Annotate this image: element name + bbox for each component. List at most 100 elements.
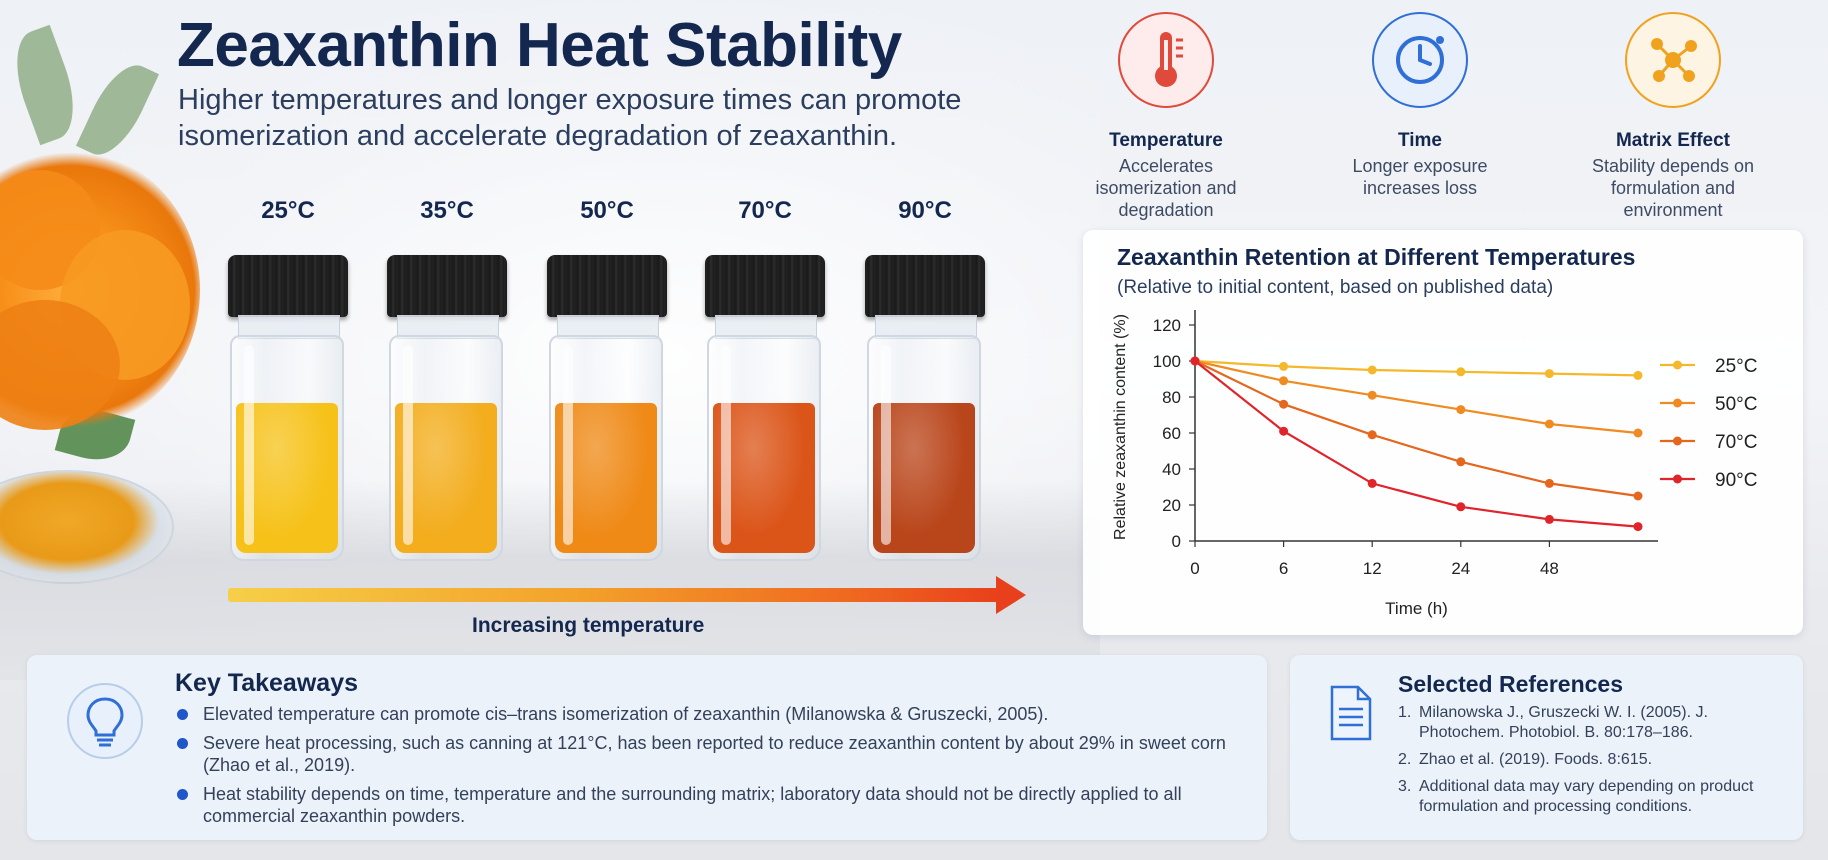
- y-tick-label: 120: [1153, 316, 1181, 335]
- data-point: [1544, 369, 1554, 379]
- factor-temperature: Temperature Accelerates isomerization an…: [1066, 12, 1266, 221]
- reference-item: 3. Additional data may vary depending on …: [1398, 777, 1788, 817]
- data-point: [1544, 478, 1554, 488]
- thermometer-icon: [1155, 32, 1183, 87]
- data-point: [1633, 370, 1643, 380]
- reference-text: Additional data may vary depending on pr…: [1419, 778, 1754, 815]
- y-tick-label: 20: [1162, 496, 1181, 515]
- references-card: Selected References 1. Milanowska J., Gru…: [1290, 655, 1803, 840]
- vial-cap: [865, 255, 985, 317]
- legend-marker: [1673, 474, 1682, 484]
- y-tick-label: 0: [1172, 532, 1181, 551]
- clock-icon: [1372, 12, 1468, 108]
- reference-number: 1.: [1398, 704, 1412, 721]
- key-takeaways-list: Elevated temperature can promote cis–tra…: [175, 703, 1235, 834]
- data-point: [1367, 390, 1377, 400]
- takeaway-item: Severe heat processing, such as canning …: [175, 732, 1235, 776]
- factor-description: Accelerates isomerization and degradatio…: [1095, 156, 1237, 220]
- reference-number: 3.: [1398, 778, 1412, 795]
- marigold-flower: [0, 300, 120, 430]
- x-tick-label: 48: [1540, 559, 1559, 578]
- takeaway-item: Elevated temperature can promote cis–tra…: [175, 703, 1235, 725]
- data-point: [1367, 478, 1377, 488]
- legend-marker: [1673, 398, 1682, 408]
- vial-cap: [228, 255, 348, 317]
- vial-glass: [867, 335, 981, 561]
- data-point: [1633, 491, 1643, 501]
- series-line: [1194, 360, 1639, 498]
- bullet-dot: [177, 709, 188, 720]
- data-point: [1544, 419, 1554, 429]
- lightbulb-icon: [86, 697, 124, 747]
- data-point: [1456, 405, 1466, 415]
- vial-cap: [387, 255, 507, 317]
- legend-label: 70°C: [1715, 432, 1757, 453]
- vial-glass: [389, 335, 503, 561]
- y-axis-label: Relative zeaxanthin content (%): [1112, 314, 1129, 540]
- molecule-icon: [1625, 12, 1721, 108]
- vial-temp-label: 25°C: [261, 197, 315, 224]
- series-line: [1194, 359, 1639, 435]
- series-line: [1194, 359, 1639, 377]
- references-list: 1. Milanowska J., Gruszecki W. I. (2005).…: [1398, 703, 1788, 824]
- takeaway-item: Heat stability depends on time, temperat…: [175, 783, 1235, 827]
- key-takeaways-card: Key Takeaways Elevated temperature can p…: [27, 655, 1267, 840]
- legend-label: 90°C: [1715, 470, 1757, 491]
- vial: [387, 255, 507, 565]
- vial: [228, 255, 348, 565]
- factor-title: Matrix Effect: [1615, 130, 1731, 151]
- data-point: [1190, 356, 1200, 366]
- data-point: [1544, 514, 1554, 524]
- reference-text: Zhao et al. (2019). Foods. 8:615.: [1419, 751, 1653, 768]
- retention-chart-card: Zeaxanthin Retention at Different Temper…: [1083, 230, 1803, 635]
- vial-shine: [881, 345, 891, 545]
- references-title: Selected References: [1398, 671, 1624, 697]
- factor-matrix-effect: Matrix Effect Stability depends on formu…: [1573, 12, 1773, 221]
- data-point: [1279, 426, 1289, 436]
- factor-description: Longer exposure increases loss: [1352, 156, 1488, 198]
- data-point: [1367, 365, 1377, 375]
- vial-temp-label: 90°C: [898, 197, 952, 224]
- bullet-dot: [177, 738, 188, 749]
- data-point: [1633, 522, 1643, 532]
- vial-glass: [230, 335, 344, 561]
- factor-title: Time: [1397, 130, 1442, 151]
- temperature-arrow: [228, 588, 998, 602]
- data-point: [1279, 361, 1289, 371]
- vial: [865, 255, 985, 565]
- page-title: Zeaxanthin Heat Stability: [177, 11, 902, 80]
- thermometer-icon: [1118, 12, 1214, 108]
- data-point: [1456, 457, 1466, 467]
- vial-glass: [549, 335, 663, 561]
- vial-shine: [244, 345, 254, 545]
- lightbulb-icon: [67, 683, 143, 759]
- reference-text: Milanowska J., Gruszecki W. I. (2005). J…: [1419, 704, 1708, 741]
- vial-cap: [547, 255, 667, 317]
- vial-temp-label: 50°C: [580, 197, 634, 224]
- legend-marker: [1673, 360, 1682, 370]
- clock-icon: [1396, 36, 1444, 84]
- legend-marker: [1673, 436, 1682, 446]
- key-takeaways-title: Key Takeaways: [175, 669, 358, 697]
- factor-time: Time Longer exposure increases loss: [1320, 12, 1520, 199]
- data-point: [1279, 376, 1289, 386]
- y-tick-label: 100: [1153, 352, 1181, 371]
- document-icon: [1330, 685, 1372, 741]
- vial: [705, 255, 825, 565]
- reference-item: 2. Zhao et al. (2019). Foods. 8:615.: [1398, 750, 1788, 770]
- reference-number: 2.: [1398, 751, 1412, 768]
- data-point: [1367, 430, 1377, 440]
- vial: [547, 255, 667, 565]
- data-point: [1456, 502, 1466, 512]
- temperature-arrow-head: [996, 576, 1026, 614]
- y-tick-label: 40: [1162, 460, 1181, 479]
- x-tick-label: 24: [1451, 559, 1470, 578]
- vial-glass: [707, 335, 821, 561]
- vial-cap: [705, 255, 825, 317]
- takeaway-text: Elevated temperature can promote cis–tra…: [203, 704, 1049, 724]
- molecule-icon: [1651, 38, 1697, 82]
- vial-temp-label: 35°C: [420, 197, 474, 224]
- page-subtitle: Higher temperatures and longer exposure …: [178, 84, 962, 152]
- y-tick-label: 60: [1162, 424, 1181, 443]
- x-tick-label: 6: [1279, 559, 1288, 578]
